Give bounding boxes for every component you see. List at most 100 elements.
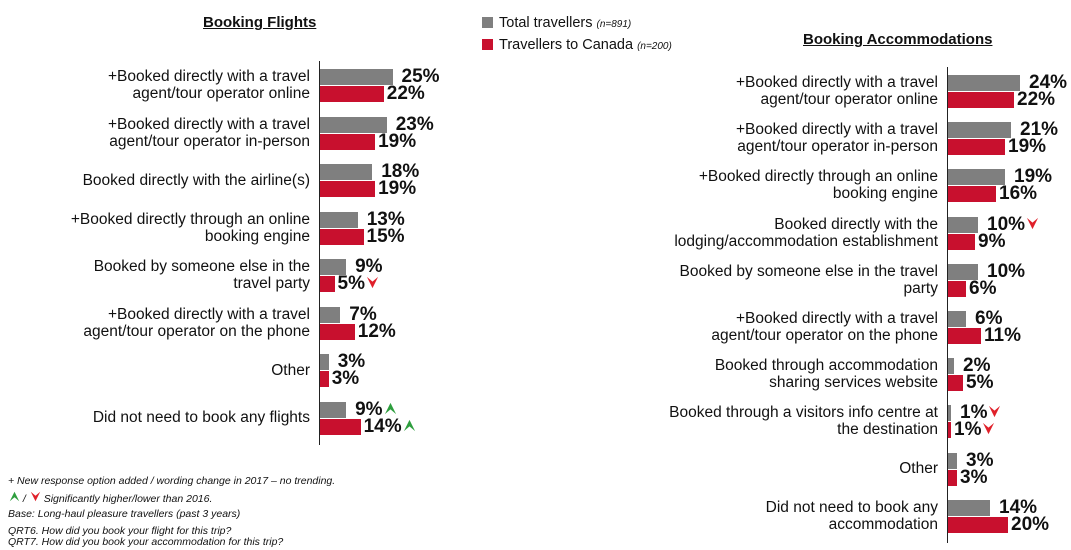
category-label-line: +Booked directly with a travel xyxy=(735,121,938,139)
data-label-total: 25% xyxy=(402,67,440,86)
data-label-total: 24% xyxy=(1029,73,1067,92)
data-label-total: 10% xyxy=(987,215,1039,234)
footnote-new-option: + New response option added / wording ch… xyxy=(8,475,336,487)
sig-higher-icon xyxy=(384,402,396,414)
category-label-line: party xyxy=(903,279,938,297)
data-label-total: 3% xyxy=(966,449,994,471)
data-label-canada: 11% xyxy=(984,326,1021,345)
data-label-text: 21% xyxy=(1020,119,1059,141)
data-label-text: 20% xyxy=(1011,513,1050,535)
data-label-text: 3% xyxy=(337,351,366,372)
data-label-total: 7% xyxy=(349,303,377,325)
bar-canada xyxy=(948,92,1014,108)
data-label-text: 12% xyxy=(357,320,396,342)
bar-canada xyxy=(320,133,376,150)
data-label-canada: 3% xyxy=(960,468,987,487)
category-label: Booked by someone else in the travel part… xyxy=(0,258,310,292)
data-label-text: 15% xyxy=(366,225,405,247)
bar-canada xyxy=(948,280,966,297)
data-label-canada: 3% xyxy=(332,369,359,388)
bar-canada xyxy=(320,86,384,102)
category-label: +Booked directly with a travel agent/tour… xyxy=(0,68,310,102)
category-label: Booked directly with the airline(s) xyxy=(0,172,310,189)
category-label-line: lodging/accommodation establishment xyxy=(674,232,938,250)
data-label-canada: 16% xyxy=(999,184,1037,203)
chart-axis xyxy=(319,61,320,445)
data-label-total: 6% xyxy=(975,309,1002,328)
category-label-line: +Booked directly through an online xyxy=(70,210,310,228)
data-label-text: 7% xyxy=(349,303,377,325)
data-label-text: 5% xyxy=(337,273,365,294)
data-label-canada: 19% xyxy=(1008,136,1047,158)
data-label-text: 19% xyxy=(1008,136,1047,158)
sig-lower-icon xyxy=(989,406,1001,418)
data-label-canada: 5% xyxy=(966,373,993,392)
bar-total xyxy=(320,211,358,228)
category-label: Booked through a visitors info centre at… xyxy=(0,404,938,438)
data-label-canada: 22% xyxy=(386,83,425,104)
data-label-text: 14% xyxy=(363,415,402,437)
category-label: Booked by someone else in the travel part… xyxy=(0,263,939,297)
data-label-total: 2% xyxy=(963,355,991,377)
data-label-total: 3% xyxy=(337,351,366,372)
legend-canada: Travellers to Canada (n=200) xyxy=(482,37,672,53)
bar-canada xyxy=(320,418,361,435)
category-label: Did not need to book any accommodation xyxy=(0,499,938,533)
data-label-text: 2% xyxy=(963,355,991,377)
data-label-canada: 5% xyxy=(337,273,379,294)
bar-canada xyxy=(948,469,957,486)
bar-canada xyxy=(948,139,1005,156)
category-label-line: agent/tour operator in-person xyxy=(109,132,310,150)
data-label-text: 23% xyxy=(395,113,434,135)
category-label: +Booked directly with a travel agent/tour… xyxy=(0,116,310,150)
bar-total xyxy=(948,75,1020,91)
legend-total-n: (n=891) xyxy=(596,19,632,30)
data-label-canada: 19% xyxy=(378,179,416,198)
data-label-canada: 14% xyxy=(363,415,416,437)
data-label-text: 13% xyxy=(366,208,405,230)
bar-total xyxy=(948,263,978,280)
sig-higher-icon xyxy=(9,491,20,502)
footnote-base: Base: Long-haul pleasure travellers (pas… xyxy=(8,508,241,520)
category-label: Booked through accommodation sharing serv… xyxy=(0,357,938,391)
bar-canada xyxy=(948,186,996,203)
category-label-line: agent/tour operator in-person xyxy=(737,138,938,156)
footnote-qrt7: QRT7. How did you book your accommodatio… xyxy=(8,536,284,548)
category-label-line: +Booked directly with a travel xyxy=(735,310,938,327)
category-label: +Booked directly with a travel agent/tour… xyxy=(0,74,938,108)
footnote-sig-text: Significantly higher/lower than 2016. xyxy=(43,493,213,505)
category-label-line: +Booked directly with a travel xyxy=(107,68,310,85)
bar-total xyxy=(948,169,1005,186)
category-label: Did not need to book any flights xyxy=(0,409,310,426)
bar-total xyxy=(320,306,341,323)
legend-canada-n: (n=200) xyxy=(637,41,672,52)
bar-total xyxy=(948,358,954,375)
category-label-line: Booked through a visitors info centre at xyxy=(669,404,938,422)
bar-canada xyxy=(320,371,329,387)
footnote-significance: / Significantly higher/lower than 2016. xyxy=(8,491,212,505)
bar-total xyxy=(948,452,957,469)
bar-canada xyxy=(320,323,355,340)
bar-canada xyxy=(948,422,951,439)
category-label-line: Other xyxy=(271,361,310,379)
category-label-line: booking engine xyxy=(832,185,938,203)
bar-total xyxy=(948,499,990,516)
data-label-canada: 15% xyxy=(366,225,405,247)
data-label-total: 21% xyxy=(1020,119,1059,141)
sig-higher-icon xyxy=(403,419,415,431)
data-label-total: 14% xyxy=(999,498,1037,517)
category-label-line: Booked directly with the airline(s) xyxy=(82,171,310,189)
data-label-text: 22% xyxy=(386,83,425,104)
category-label-line: sharing services website xyxy=(769,374,938,392)
category-label-line: Booked by someone else in the xyxy=(93,258,310,275)
accommodations-chart-title: Booking Accommodations xyxy=(803,31,993,48)
data-label-canada: 19% xyxy=(378,132,416,151)
data-label-canada: 22% xyxy=(1017,90,1055,109)
category-label-line: agent/tour operator on the phone xyxy=(711,327,938,344)
data-label-total: 19% xyxy=(1014,167,1052,186)
bar-canada xyxy=(320,228,364,245)
category-label-line: Did not need to book any xyxy=(765,498,938,516)
category-label-line: Did not need to book any flights xyxy=(92,409,310,426)
bar-total xyxy=(948,122,1011,139)
data-label-text: 3% xyxy=(966,449,994,471)
